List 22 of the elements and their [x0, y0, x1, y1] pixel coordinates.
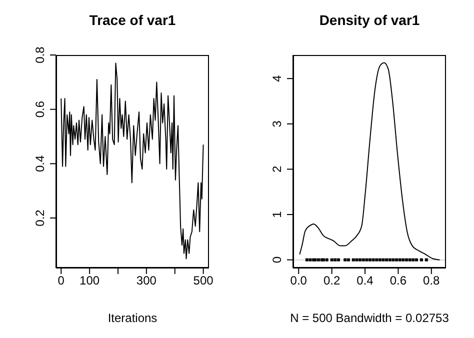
chart-title: Trace of var1 — [88, 12, 177, 28]
x-tick-label: 0.0 — [290, 274, 308, 288]
y-tick-label: 0.4 — [33, 155, 47, 172]
y-tick-label: 0.8 — [33, 46, 47, 64]
y-tick-label: 0 — [270, 256, 284, 264]
x-tick-label: 0 — [58, 274, 65, 288]
x-tick-label: 0.8 — [423, 274, 440, 288]
x-tick-label: 500 — [193, 274, 214, 288]
x-tick-label: 0.2 — [323, 274, 340, 288]
y-tick-label: 0.6 — [33, 100, 47, 118]
x-tick-label: 0.6 — [390, 274, 407, 288]
y-tick-label: 2 — [270, 166, 284, 173]
chart-title: Density of var1 — [318, 12, 421, 28]
x-axis-title: Iterations — [108, 311, 158, 325]
x-tick-label: 300 — [136, 274, 157, 288]
y-tick-label: 0.2 — [33, 209, 47, 226]
y-tick-label: 4 — [270, 74, 284, 82]
x-axis-title: N = 500 Bandwidth = 0.02753 — [290, 311, 450, 325]
y-tick-label: 3 — [270, 120, 284, 128]
x-tick-label: 0.4 — [356, 274, 374, 288]
x-tick-label: 100 — [80, 274, 100, 288]
y-tick-label: 1 — [270, 210, 284, 218]
